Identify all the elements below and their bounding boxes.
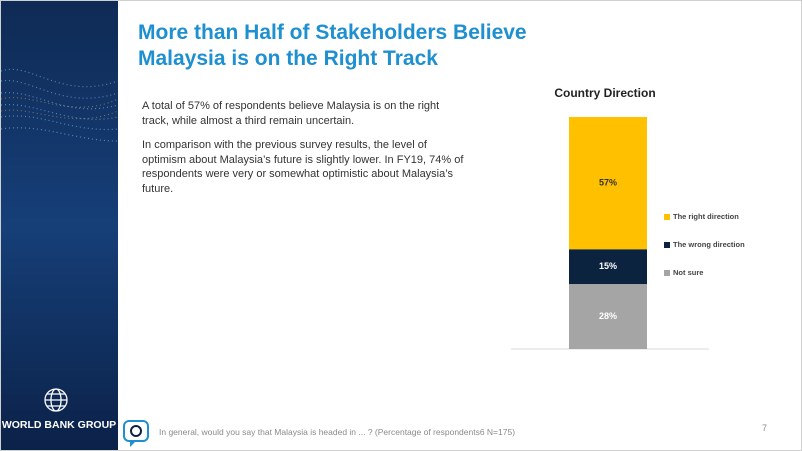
- paragraph: In comparison with the previous survey r…: [142, 139, 464, 195]
- legend-swatch: [664, 270, 670, 276]
- bar-segment: [569, 249, 647, 285]
- legend-label: The wrong direction: [673, 240, 745, 249]
- side-panel: WORLD BANK GROUP: [1, 1, 118, 450]
- logo-text: WORLD BANK GROUP: [2, 419, 116, 431]
- page-number: 7: [762, 423, 768, 433]
- legend-label: The right direction: [673, 212, 739, 221]
- bar-segment: [569, 117, 647, 250]
- question-icon: [123, 420, 149, 447]
- data-label: 15%: [599, 261, 617, 271]
- legend-swatch: [664, 242, 670, 248]
- legend-label: Not sure: [673, 268, 703, 277]
- bar-segment: [569, 284, 647, 349]
- chart: Country Direction 28% 15% 57% The right dir…: [511, 86, 745, 350]
- chart-title: Country Direction: [554, 86, 655, 100]
- footnote: In general, would you say that Malaysia …: [159, 427, 516, 437]
- paragraph: A total of 57% of respondents believe Ma…: [142, 100, 440, 127]
- slide-title: More than Half of Stakeholders Believe M…: [138, 21, 527, 70]
- data-label: 28%: [599, 311, 617, 321]
- data-label: 57%: [599, 177, 617, 187]
- legend-swatch: [664, 214, 670, 220]
